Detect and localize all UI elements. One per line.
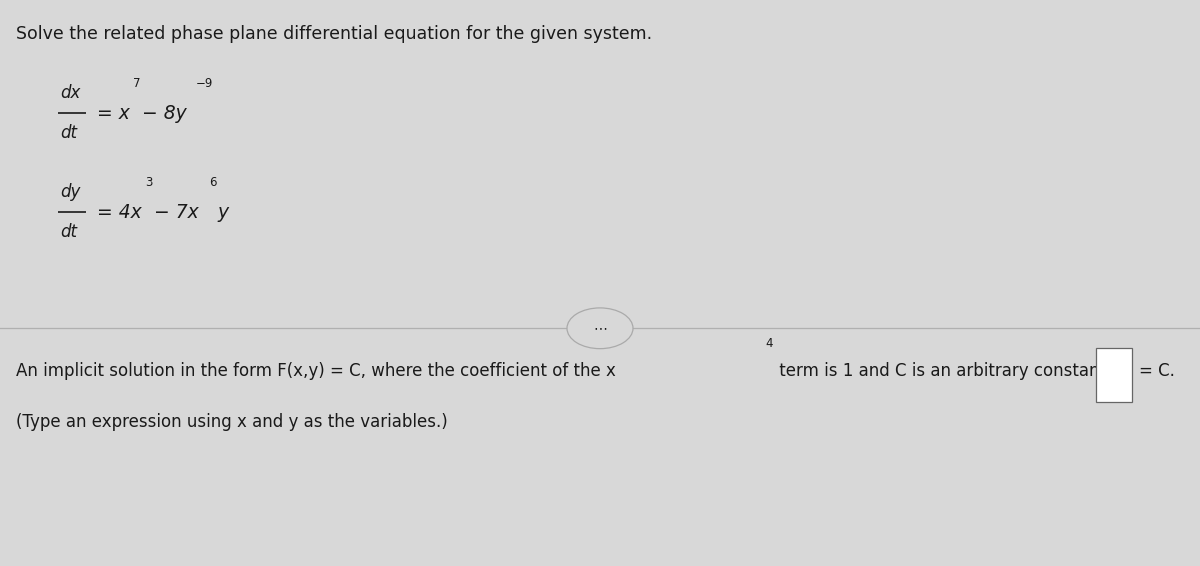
- Text: term is 1 and C is an arbitrary constant, is: term is 1 and C is an arbitrary constant…: [774, 362, 1130, 380]
- Text: ⋯: ⋯: [593, 321, 607, 335]
- Text: y: y: [217, 203, 228, 222]
- Text: Solve the related phase plane differential equation for the given system.: Solve the related phase plane differenti…: [16, 25, 652, 44]
- Text: dx: dx: [60, 84, 80, 102]
- Text: 7: 7: [133, 78, 140, 90]
- Text: dt: dt: [60, 223, 77, 241]
- Text: − 7x: − 7x: [154, 203, 198, 222]
- Text: dt: dt: [60, 124, 77, 142]
- Text: = C.: = C.: [1139, 362, 1175, 380]
- Text: 3: 3: [145, 177, 152, 189]
- Text: 6: 6: [209, 177, 216, 189]
- FancyBboxPatch shape: [1096, 348, 1132, 402]
- Text: − 8y: − 8y: [142, 104, 186, 123]
- Ellipse shape: [568, 308, 634, 349]
- Text: = x: = x: [97, 104, 130, 123]
- Text: An implicit solution in the form F(x,y) = C, where the coefficient of the x: An implicit solution in the form F(x,y) …: [16, 362, 616, 380]
- Text: −9: −9: [196, 78, 212, 90]
- Text: 4: 4: [766, 337, 773, 350]
- Text: dy: dy: [60, 183, 80, 201]
- Text: (Type an expression using x and y as the variables.): (Type an expression using x and y as the…: [16, 413, 448, 431]
- Text: = 4x: = 4x: [97, 203, 142, 222]
